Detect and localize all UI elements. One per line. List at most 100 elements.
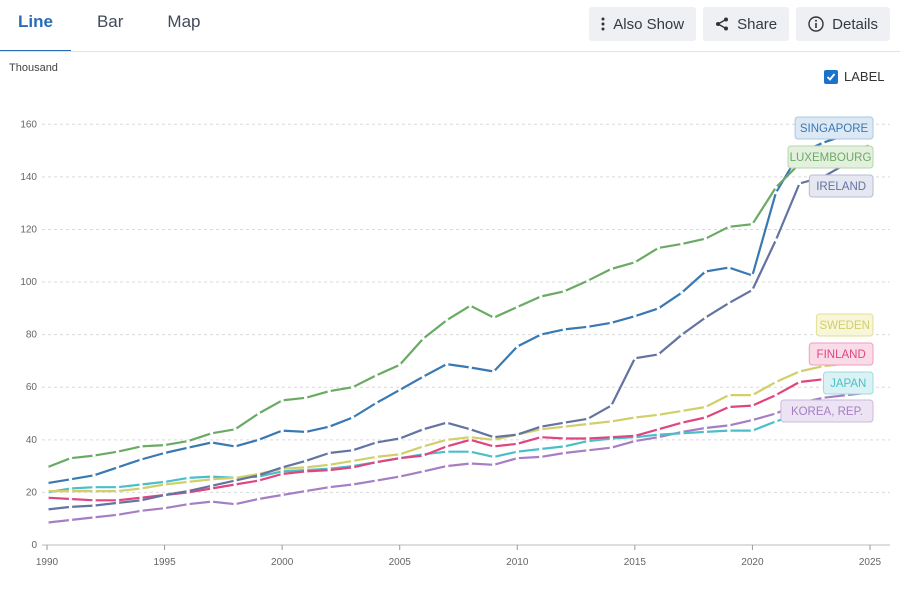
data-point[interactable] xyxy=(303,465,308,470)
data-point[interactable] xyxy=(774,393,778,397)
data-point[interactable] xyxy=(303,430,308,434)
data-point[interactable] xyxy=(562,421,567,425)
share-button[interactable]: Share xyxy=(703,7,790,41)
data-point[interactable] xyxy=(327,389,331,393)
data-point[interactable] xyxy=(280,398,284,403)
data-point[interactable] xyxy=(750,393,755,397)
data-point[interactable] xyxy=(374,460,378,464)
data-point[interactable] xyxy=(586,439,590,443)
data-point[interactable] xyxy=(68,456,73,460)
series-line[interactable] xyxy=(46,115,871,485)
data-point[interactable] xyxy=(115,498,120,502)
data-point[interactable] xyxy=(68,489,73,493)
data-point[interactable] xyxy=(515,305,519,309)
series-line[interactable] xyxy=(47,359,871,493)
data-point[interactable] xyxy=(539,435,543,439)
data-point[interactable] xyxy=(680,290,684,295)
data-point[interactable] xyxy=(350,482,355,487)
data-point[interactable] xyxy=(327,485,331,489)
data-point[interactable] xyxy=(609,267,614,271)
data-point[interactable] xyxy=(656,435,661,439)
data-point[interactable] xyxy=(468,427,472,432)
data-point[interactable] xyxy=(115,465,120,470)
data-point[interactable] xyxy=(280,465,284,470)
data-point[interactable] xyxy=(727,423,731,428)
data-point[interactable] xyxy=(774,185,778,190)
data-point[interactable] xyxy=(609,446,614,450)
data-point[interactable] xyxy=(233,476,237,480)
data-point[interactable] xyxy=(750,418,755,422)
series-line[interactable] xyxy=(46,391,871,524)
data-point[interactable] xyxy=(492,463,496,467)
data-point[interactable] xyxy=(586,279,590,283)
data-point[interactable] xyxy=(280,493,284,497)
data-point[interactable] xyxy=(492,369,496,374)
data-point[interactable] xyxy=(45,507,49,512)
data-point[interactable] xyxy=(562,289,567,293)
data-point[interactable] xyxy=(92,515,96,520)
data-point[interactable] xyxy=(92,473,96,478)
data-point[interactable] xyxy=(162,443,167,447)
data-point[interactable] xyxy=(303,459,308,463)
data-point[interactable] xyxy=(703,236,708,241)
data-point[interactable] xyxy=(45,481,49,485)
data-point[interactable] xyxy=(421,375,425,379)
data-point[interactable] xyxy=(327,463,331,467)
data-point[interactable] xyxy=(562,451,567,455)
data-point[interactable] xyxy=(256,497,261,501)
data-point[interactable] xyxy=(209,431,214,435)
data-point[interactable] xyxy=(398,456,402,460)
data-point[interactable] xyxy=(750,403,755,408)
data-point[interactable] xyxy=(68,505,73,509)
data-point[interactable] xyxy=(421,469,425,474)
data-point[interactable] xyxy=(680,242,684,246)
data-point[interactable] xyxy=(727,225,731,229)
data-point[interactable] xyxy=(115,485,120,489)
data-point[interactable] xyxy=(233,502,237,506)
data-point[interactable] xyxy=(703,405,708,409)
data-point[interactable] xyxy=(703,269,708,274)
data-point[interactable] xyxy=(727,428,731,433)
data-point[interactable] xyxy=(609,419,614,424)
data-point[interactable] xyxy=(162,480,167,484)
data-point[interactable] xyxy=(374,455,378,459)
data-point[interactable] xyxy=(468,435,472,439)
data-point[interactable] xyxy=(280,469,284,474)
series-line[interactable] xyxy=(46,144,871,469)
data-point[interactable] xyxy=(233,427,237,432)
data-point[interactable] xyxy=(327,451,331,455)
data-point[interactable] xyxy=(421,427,425,432)
data-point[interactable] xyxy=(398,388,402,392)
data-point[interactable] xyxy=(633,260,637,265)
data-point[interactable] xyxy=(209,499,214,504)
data-point[interactable] xyxy=(68,518,73,522)
data-point[interactable] xyxy=(515,449,519,454)
data-point[interactable] xyxy=(492,455,496,459)
data-point[interactable] xyxy=(492,315,496,320)
data-point[interactable] xyxy=(209,486,214,491)
data-point[interactable] xyxy=(45,489,49,493)
data-point[interactable] xyxy=(727,265,731,270)
data-point[interactable] xyxy=(398,363,402,367)
data-point[interactable] xyxy=(162,482,167,487)
data-point[interactable] xyxy=(139,486,143,491)
data-point[interactable] xyxy=(280,428,284,433)
data-point[interactable] xyxy=(139,482,143,487)
data-point[interactable] xyxy=(492,444,496,449)
data-point[interactable] xyxy=(350,459,355,463)
data-point[interactable] xyxy=(774,238,778,242)
data-point[interactable] xyxy=(162,493,167,497)
data-point[interactable] xyxy=(92,489,96,493)
data-point[interactable] xyxy=(398,452,402,456)
data-point[interactable] xyxy=(186,476,190,480)
data-point[interactable] xyxy=(727,405,731,409)
data-point[interactable] xyxy=(350,385,355,389)
data-point[interactable] xyxy=(586,448,590,453)
data-point[interactable] xyxy=(703,315,708,320)
data-point[interactable] xyxy=(539,294,543,299)
data-point[interactable] xyxy=(633,314,637,318)
data-point[interactable] xyxy=(680,431,684,435)
data-point[interactable] xyxy=(445,438,449,442)
data-point[interactable] xyxy=(633,434,637,438)
data-point[interactable] xyxy=(280,472,284,476)
